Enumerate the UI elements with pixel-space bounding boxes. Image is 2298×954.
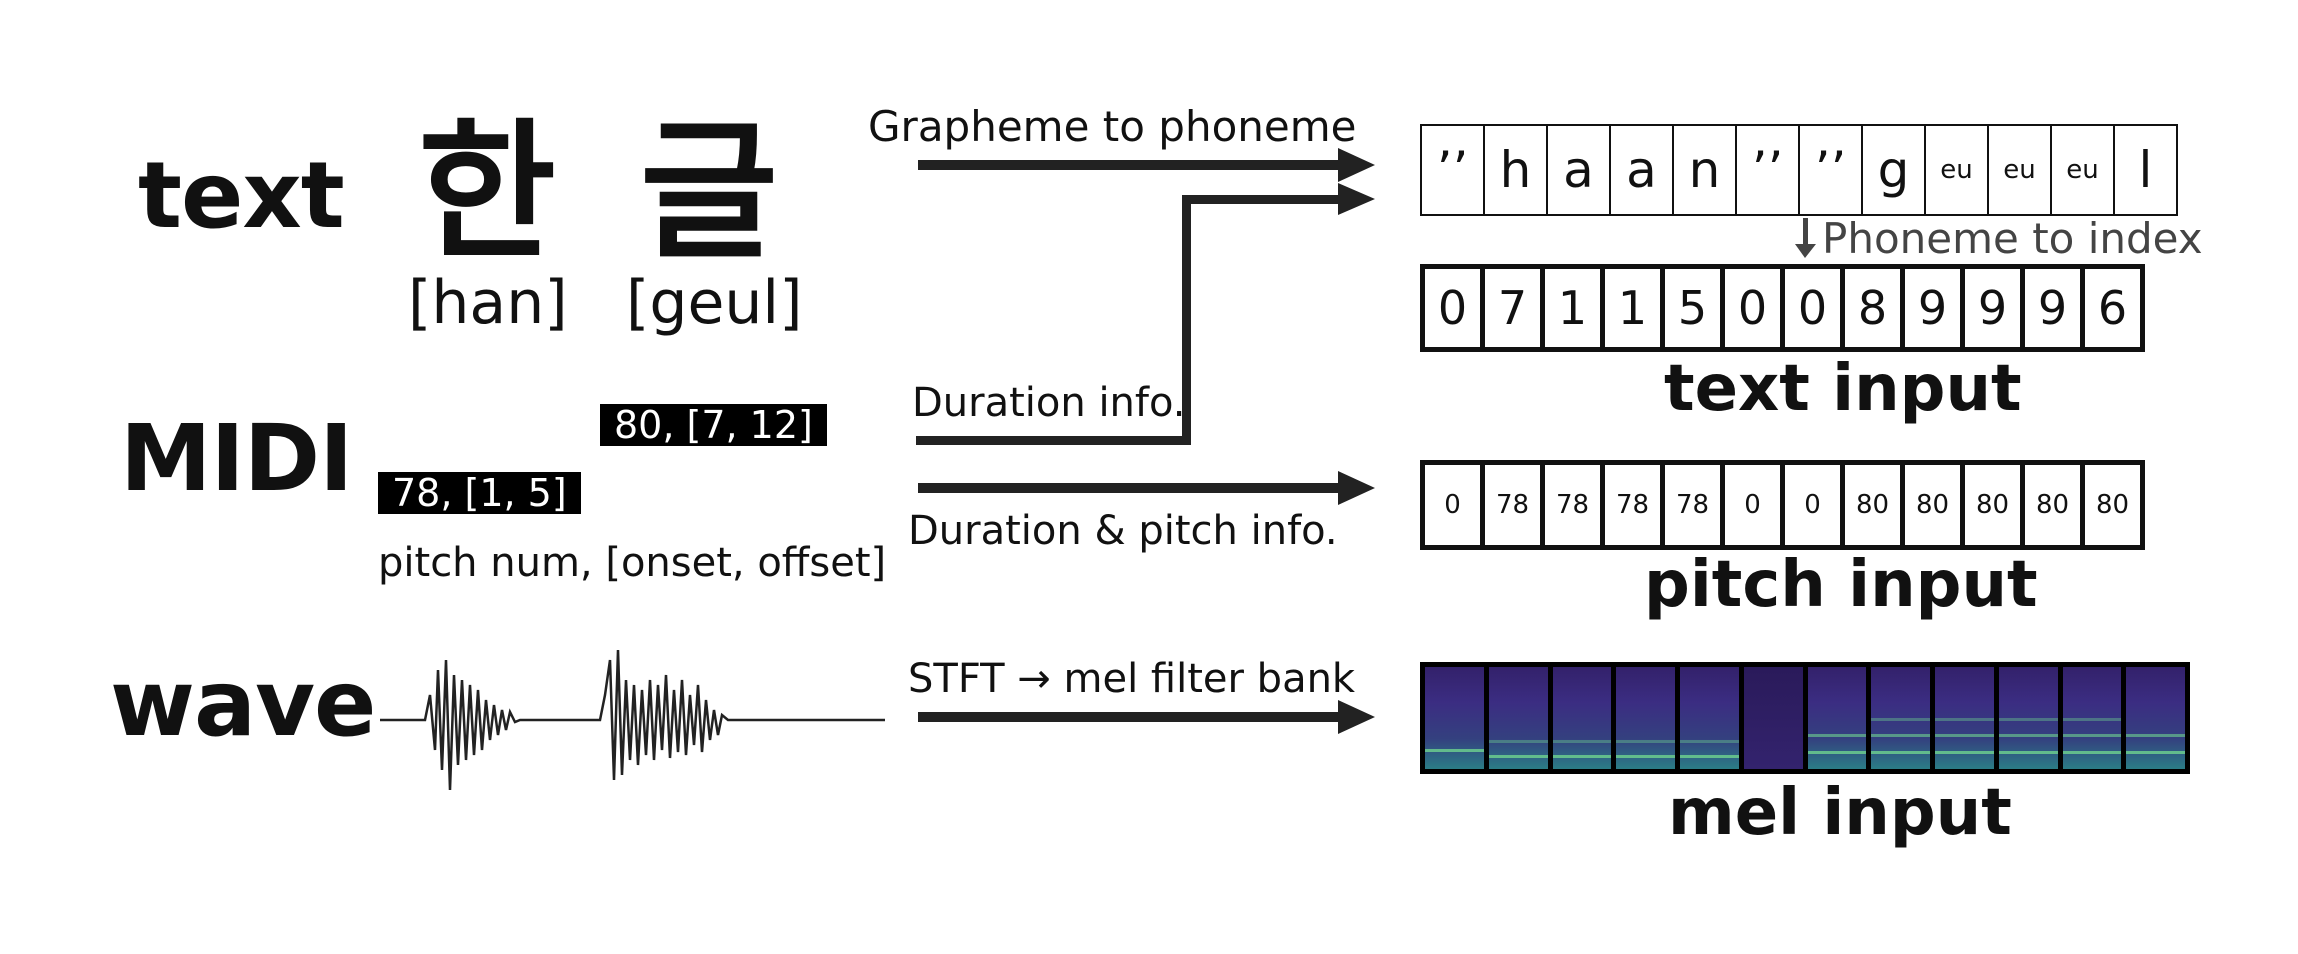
phoneme-cell: eu (1924, 124, 1989, 216)
pitch-cell: 0 (1780, 460, 1845, 550)
phoneme-cell: a (1609, 124, 1674, 216)
row-label-midi: MIDI (120, 405, 353, 512)
mel-frame (1680, 667, 1739, 769)
mel-frame (1552, 667, 1612, 769)
g2p-arrowhead-icon (1338, 148, 1375, 182)
mel-frame (1425, 667, 1484, 769)
mel-frame (1743, 667, 1803, 769)
g2p-label: Grapheme to phoneme (868, 102, 1357, 151)
phoneme-cell: l (2113, 124, 2178, 216)
waveform-icon (380, 649, 885, 791)
text-input-caption: text input (1664, 352, 2022, 426)
index-cell: 6 (2080, 264, 2145, 352)
stft-arrow-shaft (918, 712, 1338, 722)
mel-frame (1998, 667, 2058, 769)
duration-pitch-arrowhead-icon (1338, 471, 1375, 505)
mel-frame (1616, 667, 1675, 769)
duration-pitch-arrow-shaft (918, 483, 1338, 493)
mel-frame (1807, 667, 1867, 769)
romanization-han: [han] (408, 268, 568, 338)
duration-label: Duration info. (912, 380, 1186, 426)
row-label-wave: wave (110, 650, 376, 757)
index-cell: 1 (1600, 264, 1665, 352)
phoneme-cell: a (1546, 124, 1611, 216)
index-cell: 0 (1420, 264, 1485, 352)
phoneme-cell: ’’ (1735, 124, 1800, 216)
pitch-cell: 78 (1480, 460, 1545, 550)
midi-legend: pitch num, [onset, offset] (378, 540, 887, 586)
pitch-cell: 78 (1600, 460, 1665, 550)
index-cell: 9 (2020, 264, 2085, 352)
duration-pitch-label: Duration & pitch info. (908, 508, 1338, 554)
index-cell: 0 (1720, 264, 1785, 352)
phoneme-cell: h (1483, 124, 1548, 216)
pitch-input-caption: pitch input (1644, 548, 2038, 622)
mel-frame (1935, 667, 1994, 769)
mel-input-caption: mel input (1668, 776, 2012, 850)
pitch-cell: 80 (1900, 460, 1965, 550)
index-cell: 7 (1480, 264, 1545, 352)
index-cell: 5 (1660, 264, 1725, 352)
phoneme-cell: g (1861, 124, 1926, 216)
romanization-geul: [geul] (626, 268, 803, 338)
phoneme-cell: ’’ (1798, 124, 1863, 216)
index-cell: 0 (1780, 264, 1845, 352)
p2i-arrowhead-icon (1795, 244, 1816, 258)
pitch-cell: 80 (2080, 460, 2145, 550)
duration-arrow-top (1182, 195, 1338, 204)
g2p-arrow-shaft (918, 160, 1338, 170)
phoneme-cell: n (1672, 124, 1737, 216)
mel-frame (1871, 667, 1930, 769)
pitch-cell: 80 (2020, 460, 2085, 550)
hangul-han: 한 (418, 106, 557, 280)
mel-frame (2126, 667, 2185, 769)
pitch-cell: 0 (1720, 460, 1785, 550)
phoneme-to-index-label: Phoneme to index (1822, 214, 2203, 263)
midi-note-78: 78, [1, 5] (378, 472, 581, 514)
hangul-geul: 글 (640, 106, 779, 280)
midi-note-80: 80, [7, 12] (600, 404, 827, 446)
stft-label: STFT → mel filter bank (908, 656, 1356, 702)
phoneme-row: ’’ h a a n ’’ ’’ g eu eu eu l (1420, 124, 2178, 216)
pitch-row: 0 78 78 78 78 0 0 80 80 80 80 80 (1420, 460, 2145, 550)
stft-arrowhead-icon (1338, 700, 1375, 734)
mel-frame (1488, 667, 1548, 769)
index-cell: 1 (1540, 264, 1605, 352)
phoneme-cell: ’’ (1420, 124, 1485, 216)
pitch-cell: 0 (1420, 460, 1485, 550)
mel-spectrogram (1420, 662, 2190, 774)
phoneme-cell: eu (2050, 124, 2115, 216)
row-label-text: text (138, 142, 345, 249)
p2i-arrow-shaft (1803, 218, 1808, 246)
duration-arrow-vertical (1182, 195, 1191, 445)
pitch-cell: 80 (1960, 460, 2025, 550)
pitch-cell: 80 (1840, 460, 1905, 550)
pitch-cell: 78 (1540, 460, 1605, 550)
mel-frame (2062, 667, 2122, 769)
index-cell: 8 (1840, 264, 1905, 352)
index-cell: 9 (1960, 264, 2025, 352)
pitch-cell: 78 (1660, 460, 1725, 550)
duration-arrow-horizontal (916, 436, 1191, 445)
duration-arrowhead-icon (1338, 183, 1375, 215)
phoneme-cell: eu (1987, 124, 2052, 216)
index-cell: 9 (1900, 264, 1965, 352)
index-row: 0 7 1 1 5 0 0 8 9 9 9 6 (1420, 264, 2145, 352)
